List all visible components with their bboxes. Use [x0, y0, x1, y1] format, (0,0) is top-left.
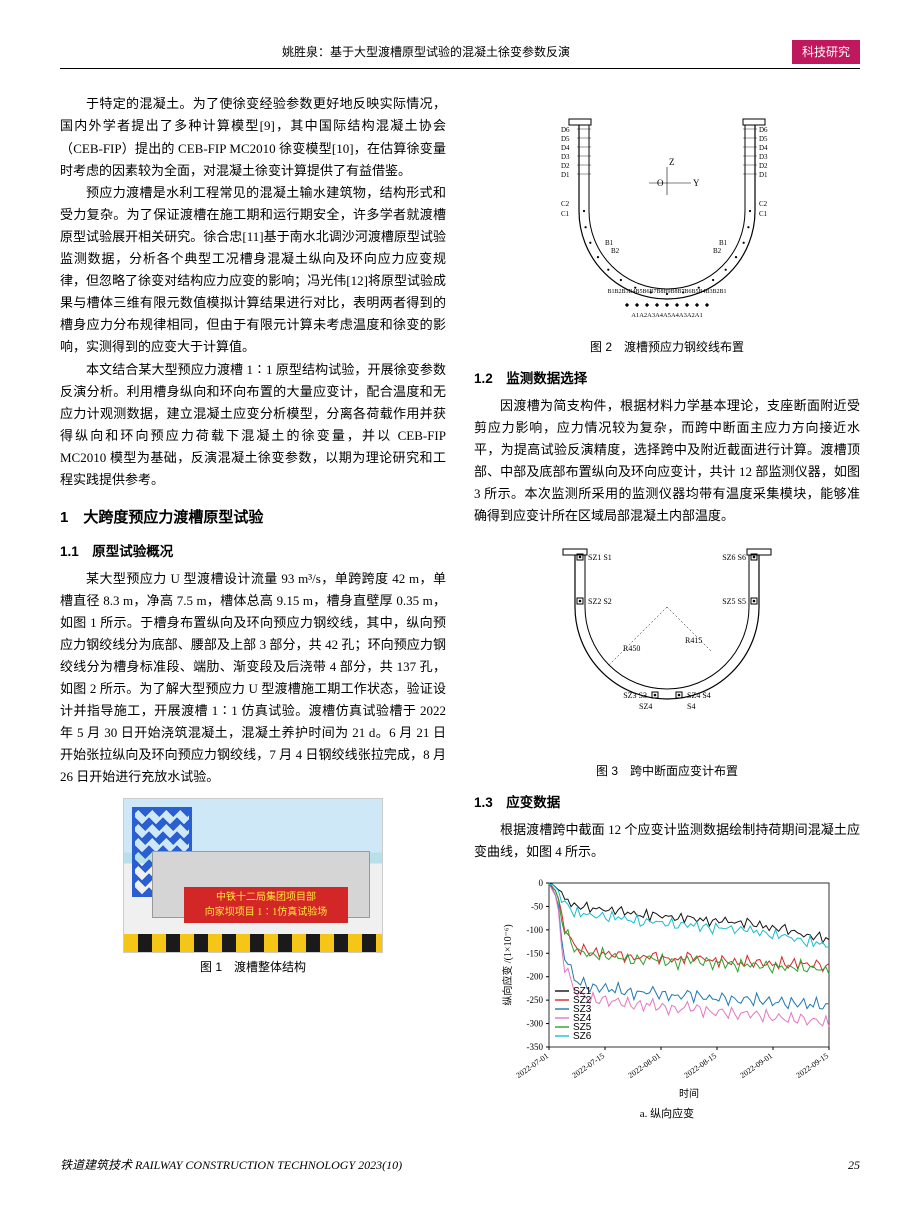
svg-text:D4: D4	[561, 144, 570, 152]
svg-text:R415: R415	[685, 636, 702, 645]
svg-text:0: 0	[539, 878, 544, 888]
subsection-heading-1-1: 1.1 原型试验概况	[60, 541, 446, 564]
para: 某大型预应力 U 型渡槽设计流量 93 m³/s，单跨跨度 42 m，单槽直径 …	[60, 568, 446, 789]
svg-text:SZ2 S2: SZ2 S2	[588, 597, 612, 606]
svg-text:2022-09-01: 2022-09-01	[738, 1051, 774, 1080]
para: 于特定的混凝土。为了使徐变经验参数更好地反映实际情况，国内外学者提出了多种计算模…	[60, 93, 446, 181]
svg-text:-50: -50	[531, 901, 543, 911]
two-column-layout: 于特定的混凝土。为了使徐变经验参数更好地反映实际情况，国内外学者提出了多种计算模…	[60, 93, 860, 1133]
figure-1: 中铁十二局集团项目部 向家坝项目 1∶1仿真试验场 图 1 渡槽整体结构	[60, 798, 446, 977]
svg-text:D6: D6	[759, 126, 768, 134]
svg-text:B1: B1	[719, 239, 728, 247]
figure-3-caption: 图 3 跨中断面应变计布置	[474, 761, 860, 781]
svg-text:D4: D4	[759, 144, 768, 152]
figure-2-caption: 图 2 渡槽预应力钢绞线布置	[474, 337, 860, 357]
left-column: 于特定的混凝土。为了使徐变经验参数更好地反映实际情况，国内外学者提出了多种计算模…	[60, 93, 446, 1133]
svg-text:SZ5 S5: SZ5 S5	[722, 597, 746, 606]
svg-text:纵向应变 /(1×10⁻⁶): 纵向应变 /(1×10⁻⁶)	[501, 924, 514, 1005]
svg-text:SZ1 S1: SZ1 S1	[588, 553, 612, 562]
svg-text:S4: S4	[687, 702, 695, 711]
aqueduct-photo: 中铁十二局集团项目部 向家坝项目 1∶1仿真试验场	[123, 798, 383, 953]
svg-text:SZ6: SZ6	[573, 1031, 592, 1042]
svg-text:SZ3 S3: SZ3 S3	[623, 691, 647, 700]
svg-text:-250: -250	[527, 995, 544, 1005]
svg-text:2022-08-01: 2022-08-01	[626, 1051, 662, 1080]
header-title: 姚胜泉：基于大型渡槽原型试验的混凝土徐变参数反演	[60, 42, 792, 62]
para: 根据渡槽跨中截面 12 个应变计监测数据绘制持荷期间混凝土应变曲线，如图 4 所…	[474, 819, 860, 863]
page-number: 25	[848, 1155, 860, 1175]
para: 预应力渡槽是水利工程常见的混凝土输水建筑物，结构形式和受力复杂。为了保证渡槽在施…	[60, 182, 446, 359]
svg-text:-100: -100	[527, 925, 544, 935]
svg-text:SZ6 S6: SZ6 S6	[722, 553, 746, 562]
svg-text:-300: -300	[527, 1018, 544, 1028]
journal-cn: 铁道建筑技术	[60, 1158, 132, 1172]
svg-text:D1: D1	[759, 171, 768, 179]
header-tag: 科技研究	[792, 40, 860, 64]
journal-en: RAILWAY CONSTRUCTION TECHNOLOGY	[135, 1158, 355, 1172]
svg-text:D5: D5	[561, 135, 570, 143]
para: 本文结合某大型预应力渡槽 1∶1 原型结构试验，开展徐变参数反演分析。利用槽身纵…	[60, 359, 446, 492]
figure-2: ZYOD6D6D5D5D4D4D3D3D2D2D1D1C2C2C1C1B1B2B…	[474, 103, 860, 357]
svg-text:D5: D5	[759, 135, 768, 143]
svg-text:D2: D2	[561, 162, 570, 170]
svg-text:B2: B2	[713, 247, 722, 255]
section-heading-1: 1 大跨度预应力渡槽原型试验	[60, 505, 446, 531]
svg-text:2022-08-15: 2022-08-15	[682, 1051, 718, 1080]
svg-text:D2: D2	[759, 162, 768, 170]
banner-line1: 中铁十二局集团项目部	[184, 890, 348, 905]
banner-line2: 向家坝项目 1∶1仿真试验场	[184, 905, 348, 920]
svg-text:B1: B1	[605, 239, 614, 247]
site-banner: 中铁十二局集团项目部 向家坝项目 1∶1仿真试验场	[184, 887, 348, 923]
svg-text:D3: D3	[561, 153, 570, 161]
svg-text:C2: C2	[759, 200, 768, 208]
svg-text:-350: -350	[527, 1042, 544, 1052]
guard-rail	[124, 934, 382, 952]
svg-text:R450: R450	[623, 644, 640, 653]
svg-text:2022-09-15: 2022-09-15	[794, 1051, 830, 1080]
strain-chart: 0 -50 -100 -150 -200 -250 -300 -350 纵向应变 /(1×10⁻…	[497, 873, 837, 1103]
svg-text:2022-07-15: 2022-07-15	[570, 1051, 606, 1080]
right-column: ZYOD6D6D5D5D4D4D3D3D2D2D1D1C2C2C1C1B1B2B…	[474, 93, 860, 1133]
svg-text:D1: D1	[561, 171, 570, 179]
figure-4a: 0 -50 -100 -150 -200 -250 -300 -350 纵向应变 /(1×10⁻…	[474, 873, 860, 1124]
figure-4a-subcaption: a. 纵向应变	[474, 1105, 860, 1124]
svg-text:SZ4 S4: SZ4 S4	[687, 691, 711, 700]
svg-text:C2: C2	[561, 200, 570, 208]
journal-issue: 2023(10)	[358, 1158, 402, 1172]
subsection-heading-1-3: 1.3 应变数据	[474, 792, 860, 815]
para: 因渡槽为简支构件，根据材料力学基本理论，支座断面附近受剪应力影响，应力情况较为复…	[474, 395, 860, 528]
svg-text:-150: -150	[527, 948, 544, 958]
svg-text:-200: -200	[527, 972, 544, 982]
svg-text:D3: D3	[759, 153, 768, 161]
fig2-svg: ZYOD6D6D5D5D4D4D3D3D2D2D1D1C2C2C1C1B1B2B…	[517, 103, 817, 333]
svg-text:C1: C1	[759, 210, 768, 218]
svg-text:2022-07-01: 2022-07-01	[514, 1051, 550, 1080]
figure-3: R450 R415 SZ1 S1 SZ6 S6 SZ2 S2 SZ5 S5 SZ3 S3 SZ…	[474, 537, 860, 781]
page-header: 姚胜泉：基于大型渡槽原型试验的混凝土徐变参数反演 科技研究	[60, 40, 860, 69]
svg-text:Y: Y	[693, 178, 700, 188]
figure-1-caption: 图 1 渡槽整体结构	[60, 957, 446, 977]
fig3-svg: R450 R415 SZ1 S1 SZ6 S6 SZ2 S2 SZ5 S5 SZ3 S3 SZ…	[517, 537, 817, 757]
svg-text:O: O	[657, 178, 664, 188]
footer-journal: 铁道建筑技术 RAILWAY CONSTRUCTION TECHNOLOGY 2…	[60, 1155, 402, 1175]
svg-text:时间: 时间	[679, 1087, 699, 1100]
page-footer: 铁道建筑技术 RAILWAY CONSTRUCTION TECHNOLOGY 2…	[60, 1155, 860, 1175]
svg-text:B2: B2	[611, 247, 620, 255]
svg-text:SZ4: SZ4	[639, 702, 652, 711]
subsection-heading-1-2: 1.2 监测数据选择	[474, 368, 860, 391]
svg-text:D6: D6	[561, 126, 570, 134]
svg-text:A1A2A3A4A5A4A3A2A1: A1A2A3A4A5A4A3A2A1	[631, 312, 703, 319]
svg-text:Z: Z	[669, 157, 675, 167]
svg-text:C1: C1	[561, 210, 570, 218]
svg-text:B1B2B3B4B5B6B7B8B9B8B7B6B5B4B3: B1B2B3B4B5B6B7B8B9B8B7B6B5B4B3B2B1	[607, 289, 726, 295]
